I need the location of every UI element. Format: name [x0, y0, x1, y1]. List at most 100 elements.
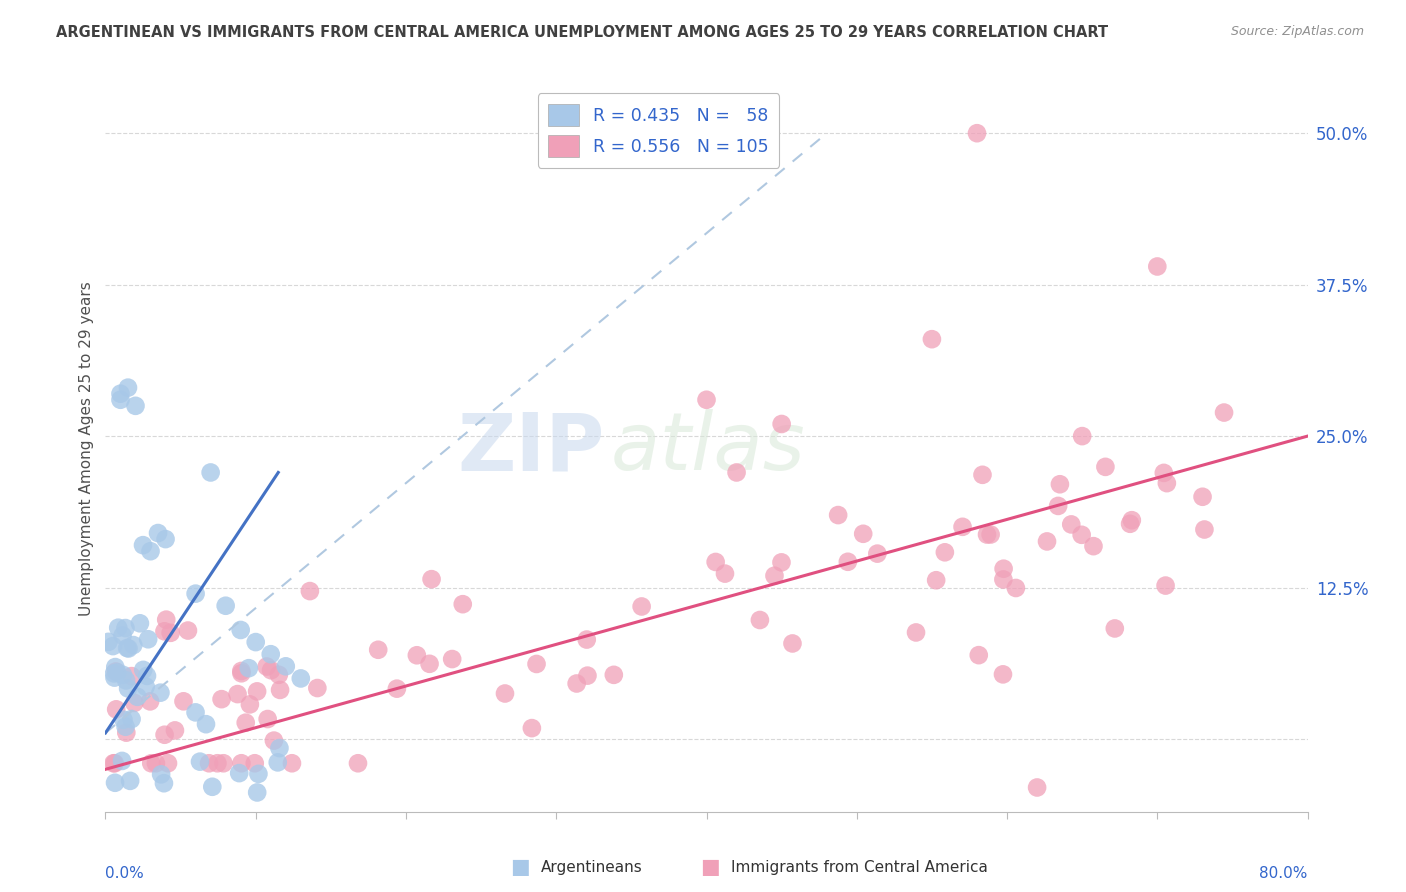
- Point: [763, 568, 786, 582]
- Point: [228, 766, 250, 780]
- Point: [141, 756, 163, 771]
- Point: [1154, 578, 1177, 592]
- Point: [195, 717, 218, 731]
- Point: [1119, 516, 1142, 531]
- Point: [107, 621, 129, 635]
- Point: [246, 785, 269, 799]
- Point: [575, 632, 598, 647]
- Point: [1036, 534, 1059, 549]
- Point: [104, 665, 127, 679]
- Point: [782, 636, 804, 650]
- Point: [207, 756, 229, 771]
- Point: [419, 657, 441, 671]
- Point: [110, 392, 132, 407]
- Point: [136, 669, 159, 683]
- Point: [117, 641, 139, 656]
- Point: [347, 756, 370, 771]
- Point: [714, 566, 737, 581]
- Point: [993, 573, 1015, 587]
- Point: [1156, 476, 1178, 491]
- Point: [129, 616, 152, 631]
- Point: [1104, 622, 1126, 636]
- Point: [1026, 780, 1049, 795]
- Point: [967, 648, 990, 662]
- Point: [263, 733, 285, 747]
- Point: [211, 692, 233, 706]
- Point: [267, 756, 290, 770]
- Point: [214, 599, 236, 613]
- Point: [103, 671, 125, 685]
- Point: [121, 712, 143, 726]
- Point: [274, 659, 297, 673]
- Point: [704, 555, 727, 569]
- Point: [173, 694, 195, 708]
- Point: [135, 680, 157, 694]
- Text: Argentineans: Argentineans: [541, 860, 643, 874]
- Point: [520, 721, 543, 735]
- Point: [145, 756, 167, 771]
- Point: [201, 780, 224, 794]
- Point: [177, 624, 200, 638]
- Point: [565, 676, 588, 690]
- Point: [139, 694, 162, 708]
- Point: [1071, 429, 1094, 443]
- Point: [117, 681, 139, 696]
- Text: atlas: atlas: [610, 409, 806, 487]
- Point: [112, 713, 135, 727]
- Point: [114, 621, 136, 635]
- Point: [132, 663, 155, 677]
- Point: [104, 756, 127, 771]
- Point: [993, 562, 1015, 576]
- Legend: R = 0.435   N =   58, R = 0.556   N = 105: R = 0.435 N = 58, R = 0.556 N = 105: [537, 94, 779, 168]
- Point: [526, 657, 548, 671]
- Point: [405, 648, 427, 663]
- Point: [1121, 513, 1143, 527]
- Point: [117, 381, 139, 395]
- Point: [246, 684, 269, 698]
- Point: [770, 417, 793, 431]
- Point: [231, 666, 253, 681]
- Point: [630, 599, 652, 614]
- Point: [1194, 523, 1216, 537]
- Point: [97, 635, 120, 649]
- Point: [307, 681, 329, 695]
- Point: [120, 773, 142, 788]
- Point: [200, 466, 222, 480]
- Text: Immigrants from Central America: Immigrants from Central America: [731, 860, 988, 874]
- Point: [150, 767, 173, 781]
- Point: [149, 686, 172, 700]
- Point: [852, 526, 875, 541]
- Point: [385, 681, 408, 696]
- Text: ■: ■: [700, 857, 720, 877]
- Point: [132, 538, 155, 552]
- Point: [111, 628, 134, 642]
- Point: [111, 668, 134, 682]
- Point: [1094, 459, 1116, 474]
- Point: [104, 776, 127, 790]
- Point: [748, 613, 770, 627]
- Point: [226, 687, 249, 701]
- Point: [976, 527, 998, 541]
- Point: [212, 756, 235, 771]
- Point: [972, 467, 994, 482]
- Point: [110, 386, 132, 401]
- Point: [105, 702, 128, 716]
- Point: [837, 555, 859, 569]
- Point: [124, 696, 146, 710]
- Point: [235, 715, 257, 730]
- Point: [139, 544, 162, 558]
- Y-axis label: Unemployment Among Ages 25 to 29 years: Unemployment Among Ages 25 to 29 years: [79, 281, 94, 615]
- Point: [367, 642, 389, 657]
- Point: [1153, 466, 1175, 480]
- Point: [298, 584, 321, 599]
- Point: [770, 555, 793, 569]
- Point: [153, 624, 176, 639]
- Point: [267, 667, 290, 681]
- Point: [1005, 581, 1028, 595]
- Point: [576, 668, 599, 682]
- Point: [243, 756, 266, 771]
- Point: [156, 756, 179, 771]
- Point: [103, 666, 125, 681]
- Point: [441, 652, 464, 666]
- Point: [991, 667, 1014, 681]
